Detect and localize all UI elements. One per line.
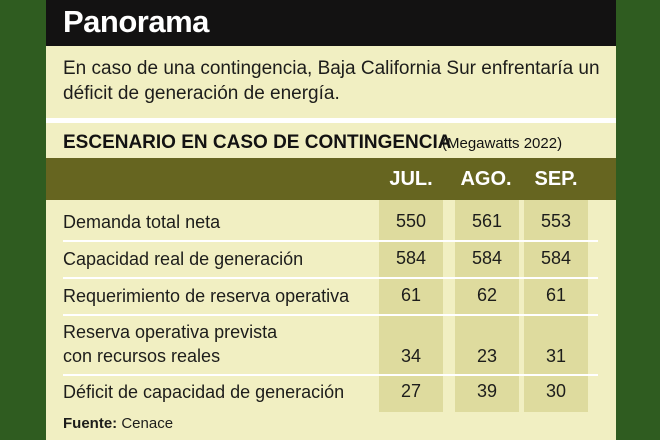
table-cell: 584 bbox=[395, 248, 427, 268]
column-header-jul: JUL. bbox=[389, 168, 433, 190]
divider bbox=[46, 118, 616, 123]
table-cell: 23 bbox=[476, 346, 498, 366]
row-label-requerimiento: Requerimiento de reserva operativa bbox=[63, 286, 350, 306]
table-cell: 550 bbox=[395, 211, 427, 231]
row-separator bbox=[63, 314, 598, 316]
lead-text: En caso de una contingencia, Baja Califo… bbox=[63, 58, 600, 104]
source-label: Fuente: bbox=[63, 415, 118, 432]
column-fill-jul bbox=[379, 200, 443, 412]
table-cell: 61 bbox=[545, 285, 567, 305]
column-fill-ago bbox=[455, 200, 519, 412]
column-header-sep: SEP. bbox=[534, 168, 578, 190]
row-separator bbox=[63, 277, 598, 279]
row-label-deficit: Déficit de capacidad de generación bbox=[63, 382, 345, 402]
table-cell: 31 bbox=[545, 346, 567, 366]
column-header-ago: AGO. bbox=[460, 168, 512, 190]
row-label-capacidad: Capacidad real de generación bbox=[63, 249, 304, 269]
row-label-reserva-line2: con recursos reales bbox=[63, 346, 221, 366]
column-fill-sep bbox=[524, 200, 588, 412]
table-cell: 584 bbox=[540, 248, 572, 268]
row-separator bbox=[63, 374, 598, 376]
table-cell: 27 bbox=[400, 381, 422, 401]
page-title: Panorama bbox=[63, 4, 209, 39]
right-frame bbox=[616, 0, 660, 440]
table-cell: 62 bbox=[476, 285, 498, 305]
row-separator bbox=[63, 240, 598, 242]
table-cell: 39 bbox=[476, 381, 498, 401]
table-cell: 34 bbox=[400, 346, 422, 366]
infographic-card: Panorama En caso de una contingencia, Ba… bbox=[46, 0, 616, 440]
table-cell: 553 bbox=[540, 211, 572, 231]
column-header-band bbox=[46, 158, 616, 200]
section-unit: (Megawatts 2022) bbox=[442, 135, 563, 152]
source-note: Fuente: Cenace bbox=[63, 415, 173, 432]
source-value: Cenace bbox=[121, 415, 174, 432]
row-label-reserva-line1: Reserva operativa prevista bbox=[63, 322, 278, 342]
row-label-demanda: Demanda total neta bbox=[63, 212, 221, 232]
table-cell: 561 bbox=[471, 211, 503, 231]
table-cell: 61 bbox=[400, 285, 422, 305]
section-title: ESCENARIO EN CASO DE CONTINGENCIA bbox=[63, 132, 452, 153]
table-cell: 584 bbox=[471, 248, 503, 268]
table-cell: 30 bbox=[545, 381, 567, 401]
header-bar: Panorama bbox=[46, 0, 616, 46]
left-frame bbox=[0, 0, 46, 440]
